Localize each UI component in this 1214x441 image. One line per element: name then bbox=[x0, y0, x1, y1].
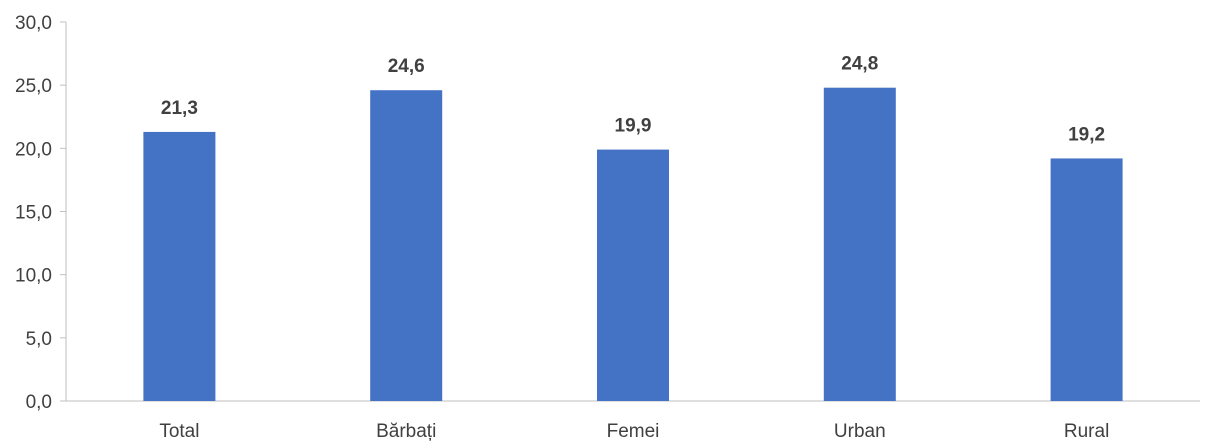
bar bbox=[143, 131, 216, 401]
y-tick-label: 20,0 bbox=[15, 139, 52, 160]
bar bbox=[597, 149, 669, 401]
y-axis-ticks: 0,0 5,0 10,0 15,0 20,0 25,0 30,0 bbox=[15, 13, 66, 413]
y-tick-label: 15,0 bbox=[15, 203, 52, 224]
y-tick-label: 0,0 bbox=[26, 392, 52, 413]
category-labels: Total Bărbați Femei Urban Rural bbox=[159, 421, 1109, 441]
y-tick-label: 25,0 bbox=[15, 76, 52, 97]
bar bbox=[370, 90, 443, 401]
bars bbox=[143, 87, 1123, 402]
category-label: Bărbați bbox=[376, 421, 436, 441]
category-label: Urban bbox=[834, 421, 886, 441]
y-tick-label: 10,0 bbox=[15, 266, 52, 287]
category-label: Rural bbox=[1064, 421, 1109, 441]
y-tick-label: 30,0 bbox=[15, 13, 52, 34]
category-label: Total bbox=[159, 421, 199, 441]
bar bbox=[1050, 158, 1123, 401]
data-label: 19,2 bbox=[1068, 124, 1105, 145]
category-label: Femei bbox=[607, 421, 660, 441]
data-label: 24,6 bbox=[388, 56, 425, 77]
data-label: 21,3 bbox=[161, 98, 198, 119]
y-tick-label: 5,0 bbox=[26, 329, 52, 350]
bar bbox=[823, 87, 896, 402]
data-label: 19,9 bbox=[615, 116, 652, 137]
data-label: 24,8 bbox=[841, 54, 878, 75]
data-labels: 21,3 24,6 19,9 24,8 19,2 bbox=[161, 54, 1105, 146]
